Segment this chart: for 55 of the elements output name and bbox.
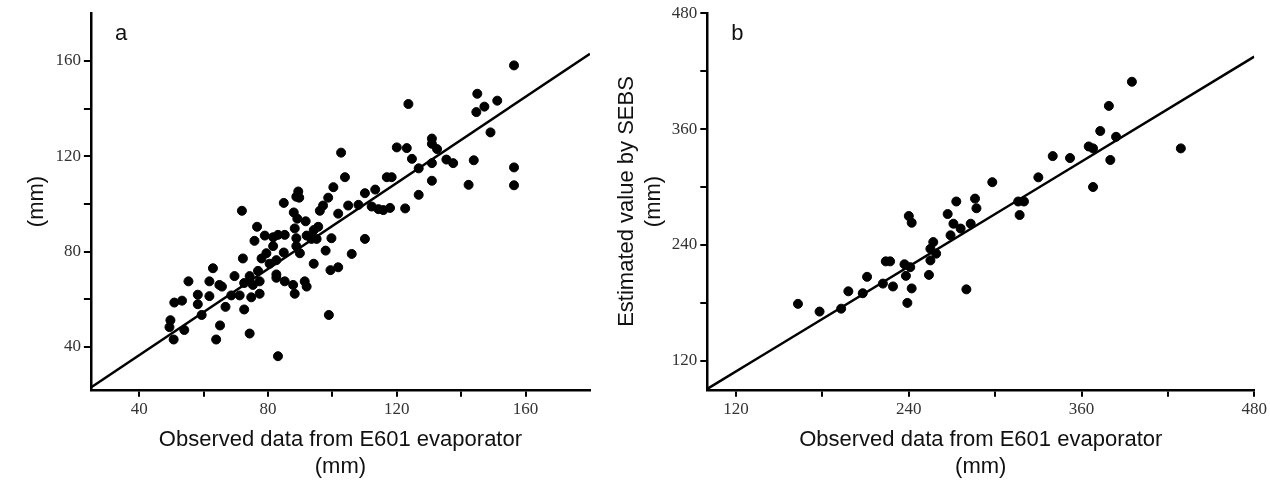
x-tick-label: 240 bbox=[896, 399, 922, 419]
y-tick-label: 160 bbox=[55, 50, 81, 70]
y-axis-title: Estimated value by SEBS (mm) bbox=[613, 76, 665, 327]
point bbox=[925, 255, 936, 266]
point bbox=[903, 210, 914, 221]
point bbox=[902, 297, 913, 308]
point bbox=[1126, 76, 1137, 87]
point bbox=[906, 283, 917, 294]
point bbox=[942, 209, 953, 220]
annotation: b bbox=[731, 20, 744, 46]
point bbox=[1033, 172, 1044, 183]
point bbox=[900, 270, 911, 281]
point bbox=[971, 203, 982, 214]
y-tick-label: 480 bbox=[671, 2, 698, 22]
point bbox=[948, 218, 959, 229]
point bbox=[1088, 143, 1099, 154]
point bbox=[965, 218, 976, 229]
point bbox=[1065, 153, 1076, 164]
point bbox=[1095, 126, 1106, 137]
point bbox=[1047, 151, 1058, 162]
x-tick-label: 480 bbox=[1241, 399, 1267, 419]
point bbox=[945, 230, 956, 241]
y-tick-label: 40 bbox=[63, 336, 81, 356]
y-tick-label: 120 bbox=[671, 350, 698, 370]
point bbox=[955, 223, 966, 234]
y-tick-label: 360 bbox=[671, 118, 698, 138]
point bbox=[923, 269, 934, 280]
point bbox=[1105, 154, 1116, 165]
x-axis-title: Observed data from E601 evaporator (mm) bbox=[158, 426, 523, 478]
y-tick-label: 80 bbox=[63, 241, 81, 261]
point bbox=[951, 196, 962, 207]
x-tick-label: 160 bbox=[512, 399, 539, 419]
y-tick-label: 240 bbox=[671, 234, 698, 254]
y-tick-label: 120 bbox=[55, 145, 81, 165]
annotation: a bbox=[114, 20, 128, 46]
point bbox=[906, 217, 917, 228]
point bbox=[961, 284, 972, 295]
point bbox=[970, 193, 981, 204]
point bbox=[862, 271, 873, 282]
point bbox=[1088, 182, 1099, 193]
x-tick-label: 360 bbox=[1068, 399, 1095, 419]
point bbox=[1175, 143, 1186, 154]
x-tick-label: 120 bbox=[384, 399, 410, 419]
x-tick-label: 80 bbox=[259, 399, 277, 419]
y-axis-title: (mm) bbox=[23, 175, 49, 228]
x-tick-label: 120 bbox=[723, 399, 749, 419]
x-axis-title: Observed data from E601 evaporator (mm) bbox=[799, 426, 1163, 478]
point bbox=[843, 286, 854, 297]
point bbox=[1103, 100, 1114, 111]
point bbox=[987, 177, 998, 188]
point bbox=[814, 306, 825, 317]
point bbox=[1014, 210, 1025, 221]
x-tick-label: 40 bbox=[130, 399, 148, 419]
point bbox=[887, 281, 898, 292]
point bbox=[792, 298, 803, 309]
